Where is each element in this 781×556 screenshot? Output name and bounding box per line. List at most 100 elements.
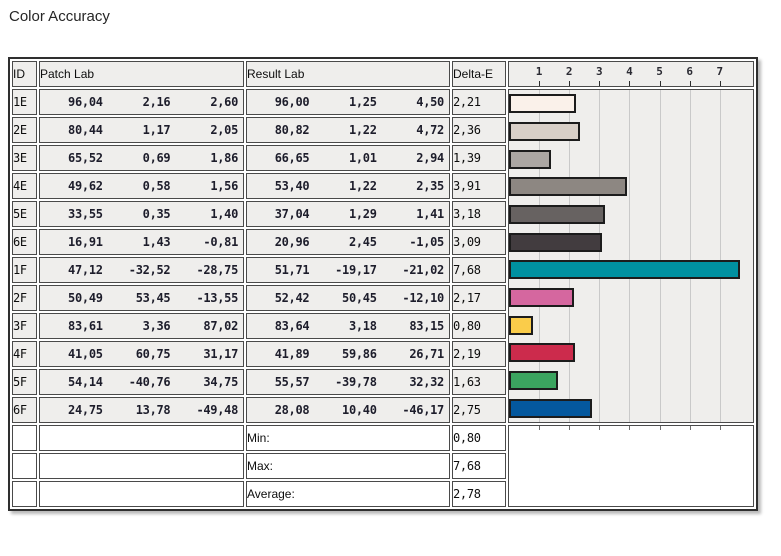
col-header-delta-e: Delta-E [452,61,506,87]
bar-slot [509,367,753,395]
delta-e-bar [509,232,603,252]
lab-value: 55,57 [274,375,310,389]
result-lab-values: 80,82 1,22 4,72 [247,123,449,137]
patch-lab-values: 83,61 3,36 87,02 [40,319,243,333]
lab-value: 33,55 [68,207,103,221]
result-lab-values: 20,96 2,45 -1,05 [247,235,449,249]
page-title: Color Accuracy [9,8,110,25]
result-lab-cell: 66,65 1,01 2,94 [246,145,450,171]
axis-tick-label: 6 [686,65,694,78]
lab-value: -19,17 [335,263,377,277]
lab-value: 10,40 [342,403,377,417]
summary-empty-cell [39,481,244,507]
lab-value: 60,75 [135,347,171,361]
delta-e-cell: 3,09 [452,229,506,255]
lab-value: 2,45 [348,235,377,249]
bar-slot [509,256,753,284]
result-lab-cell: 80,82 1,22 4,72 [246,117,450,143]
axis-tick-mark [629,81,631,86]
patch-lab-values: 54,14 -40,76 34,75 [40,375,243,389]
patch-lab-values: 50,49 53,45 -13,55 [40,291,243,305]
table-row: 5F 54,14 -40,76 34,75 55,57 -39,78 32,32 1,63 [12,369,754,395]
patch-lab-cell: 49,62 0,58 1,56 [39,173,244,199]
delta-e-bar [509,260,741,280]
lab-value: 83,64 [274,319,310,333]
result-lab-values: 37,04 1,29 1,41 [247,207,449,221]
lab-value: 83,15 [409,319,444,333]
patch-lab-cell: 80,44 1,17 2,05 [39,117,244,143]
lab-value: -49,48 [196,403,239,417]
lab-value: 80,44 [68,123,103,137]
delta-e-bar [509,177,627,197]
id-cell: 1F [12,257,37,283]
delta-e-bar [509,288,575,308]
patch-lab-cell: 33,55 0,35 1,40 [39,201,244,227]
bar-slot [509,90,753,118]
patch-lab-values: 96,04 2,16 2,60 [40,95,243,109]
summary-label: Average: [246,481,450,507]
table-row: 1F 47,12 -32,52 -28,75 51,71 -19,17 -21,02 7,68 [12,257,754,283]
chart-gridline [689,90,691,422]
lab-value: 96,04 [68,95,103,109]
delta-e-bar [509,149,551,169]
axis-tick-label: 2 [565,65,573,78]
header-row: ID Patch Lab Result Lab Delta-E 1 2 3 4 5 6 7 [12,61,754,87]
lab-value: 20,96 [274,235,310,249]
lab-value: 1,41 [416,207,444,221]
id-cell: 5E [12,201,37,227]
lab-value: 53,40 [274,179,310,193]
patch-lab-cell: 96,04 2,16 2,60 [39,89,244,115]
summary-value: 7,68 [452,453,506,479]
chart-bottom-tick [539,426,541,430]
id-cell: 6F [12,397,37,423]
lab-value: 4,72 [416,123,444,137]
lab-value: 26,71 [409,347,444,361]
chart-gridline [629,90,631,422]
lab-value: 1,25 [348,95,377,109]
bar-slot [509,284,753,312]
col-header-id: ID [12,61,37,87]
lab-value: 2,05 [210,123,239,137]
result-lab-cell: 55,57 -39,78 32,32 [246,369,450,395]
col-header-patch-lab: Patch Lab [39,61,244,87]
lab-value: 1,17 [142,123,171,137]
lab-value: 47,12 [68,263,103,277]
lab-value: 24,75 [68,403,103,417]
id-cell: 5F [12,369,37,395]
lab-value: -12,10 [402,291,444,305]
lab-value: 52,42 [274,291,310,305]
lab-value: 0,58 [142,179,171,193]
axis-tick-mark [659,81,661,86]
lab-value: 1,43 [142,235,171,249]
result-lab-cell: 53,40 1,22 2,35 [246,173,450,199]
lab-value: -21,02 [402,263,444,277]
summary-row: Max: 7,68 [12,453,754,479]
table-row: 1E 96,04 2,16 2,60 96,00 1,25 4,50 2,21 [12,89,754,423]
chart-bottom-tick [689,426,691,430]
bar-slot [509,394,753,422]
chart-gridline [599,90,601,422]
lab-value: 41,89 [274,347,310,361]
lab-value: 37,04 [274,207,310,221]
delta-e-cell: 2,19 [452,341,506,367]
axis-tick-mark [539,81,541,86]
lab-value: 16,91 [68,235,103,249]
result-lab-cell: 28,08 10,40 -46,17 [246,397,450,423]
delta-e-bar [509,122,581,141]
id-cell: 2F [12,285,37,311]
patch-lab-values: 16,91 1,43 -0,81 [40,235,243,249]
id-cell: 3F [12,313,37,339]
delta-e-cell: 2,21 [452,89,506,115]
delta-e-bar [509,343,575,363]
axis-tick-mark [569,81,571,86]
lab-value: -40,76 [128,375,171,389]
patch-lab-values: 47,12 -32,52 -28,75 [40,263,243,277]
summary-id-cell [12,425,37,451]
lab-value: 34,75 [203,375,239,389]
delta-e-cell: 3,18 [452,201,506,227]
lab-value: 59,86 [342,347,377,361]
lab-value: 4,50 [416,95,444,109]
lab-value: -13,55 [196,291,239,305]
result-lab-values: 55,57 -39,78 32,32 [247,375,449,389]
axis-tick-label: 7 [716,65,724,78]
